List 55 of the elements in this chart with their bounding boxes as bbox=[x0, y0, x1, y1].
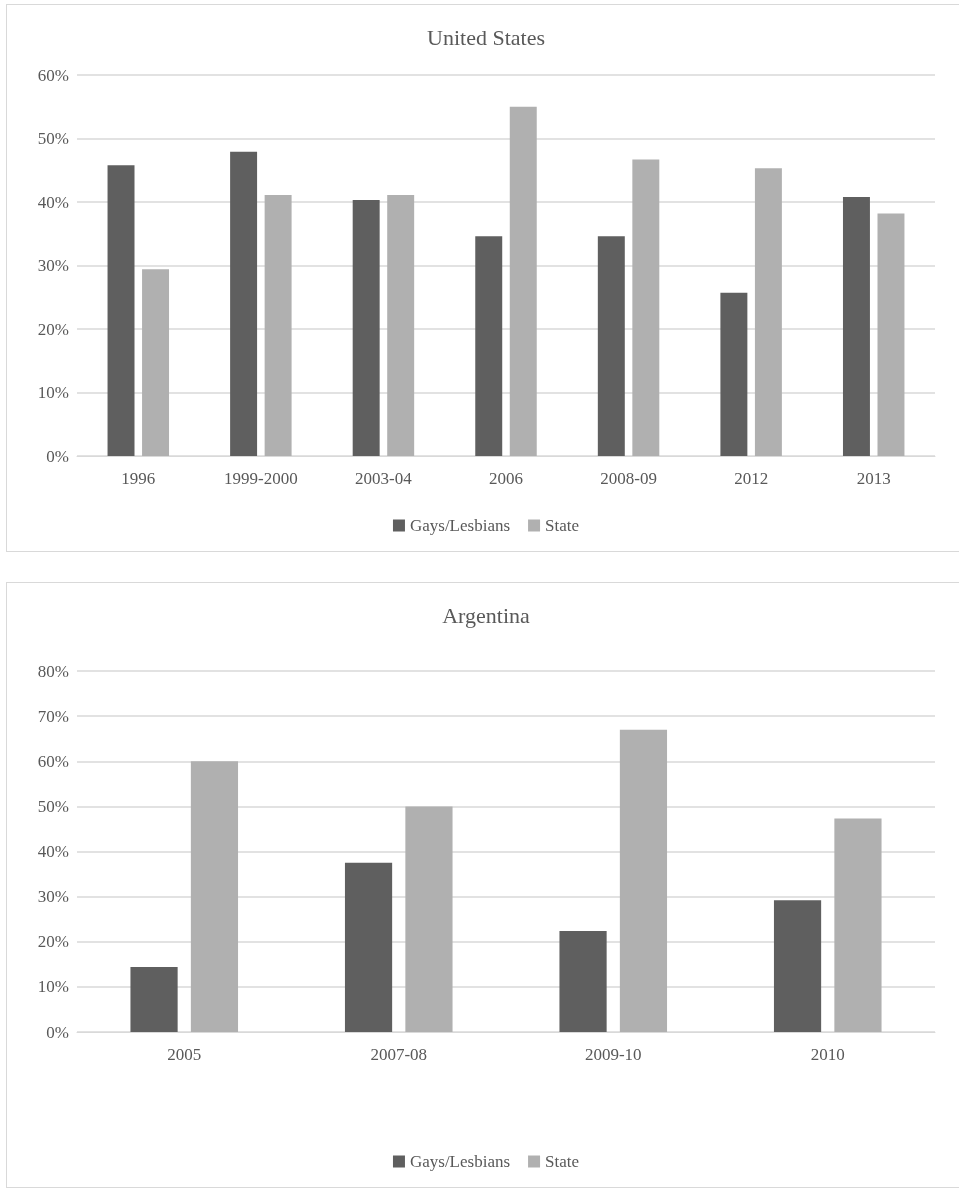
x-tick-label: 2003-04 bbox=[355, 469, 413, 488]
legend-label: State bbox=[545, 516, 580, 535]
bar bbox=[619, 729, 668, 1032]
bar bbox=[754, 168, 782, 456]
bar bbox=[842, 196, 870, 456]
bar bbox=[834, 818, 882, 1032]
bar bbox=[475, 236, 503, 456]
bar bbox=[190, 761, 239, 1032]
bar bbox=[107, 165, 135, 456]
y-tick-label: 80% bbox=[37, 661, 69, 681]
x-tick-label: 2005 bbox=[167, 1045, 202, 1064]
chart-title: United States bbox=[427, 24, 545, 50]
bar bbox=[597, 236, 625, 456]
y-tick-label: 40% bbox=[37, 842, 69, 861]
y-tick-label: 60% bbox=[37, 65, 69, 85]
y-tick-label: 40% bbox=[37, 192, 69, 212]
x-tick-label: 2006 bbox=[489, 469, 523, 488]
bar bbox=[264, 195, 292, 456]
bar bbox=[509, 106, 537, 456]
y-tick-label: 60% bbox=[37, 751, 69, 771]
bar bbox=[130, 967, 178, 1032]
legend-label: State bbox=[545, 1152, 580, 1171]
y-tick-label: 10% bbox=[37, 383, 69, 402]
x-tick-label: 1999-2000 bbox=[224, 469, 298, 488]
bar bbox=[142, 269, 170, 456]
bar bbox=[632, 159, 660, 456]
y-tick-label: 0% bbox=[46, 1022, 69, 1042]
legend-label: Gays/Lesbians bbox=[409, 516, 511, 535]
x-tick-label: 2012 bbox=[734, 469, 769, 488]
bar bbox=[877, 213, 905, 456]
bar bbox=[720, 292, 748, 456]
y-tick-label: 30% bbox=[37, 887, 69, 907]
x-tick-label: 2009-10 bbox=[584, 1045, 642, 1064]
chart-title: Argentina bbox=[442, 602, 531, 628]
x-tick-label: 1996 bbox=[121, 469, 156, 488]
bar bbox=[559, 930, 607, 1032]
bar bbox=[387, 195, 415, 456]
x-tick-label: 2007-08 bbox=[370, 1045, 428, 1064]
x-tick-label: 2010 bbox=[810, 1045, 845, 1064]
bar bbox=[230, 151, 258, 456]
y-tick-label: 50% bbox=[37, 796, 69, 816]
legend-label: Gays/Lesbians bbox=[409, 1152, 511, 1171]
y-tick-label: 20% bbox=[37, 932, 69, 952]
x-tick-label: 2008-09 bbox=[600, 469, 657, 488]
bar bbox=[405, 806, 453, 1032]
y-tick-label: 20% bbox=[37, 319, 69, 339]
bar bbox=[773, 900, 822, 1032]
y-tick-label: 50% bbox=[37, 129, 69, 148]
bar bbox=[352, 200, 380, 456]
bar bbox=[344, 862, 393, 1032]
x-tick-label: 2013 bbox=[856, 469, 891, 488]
y-tick-label: 30% bbox=[37, 256, 69, 275]
y-tick-label: 0% bbox=[46, 446, 69, 466]
y-tick-label: 10% bbox=[37, 977, 69, 997]
y-tick-label: 70% bbox=[37, 706, 69, 726]
